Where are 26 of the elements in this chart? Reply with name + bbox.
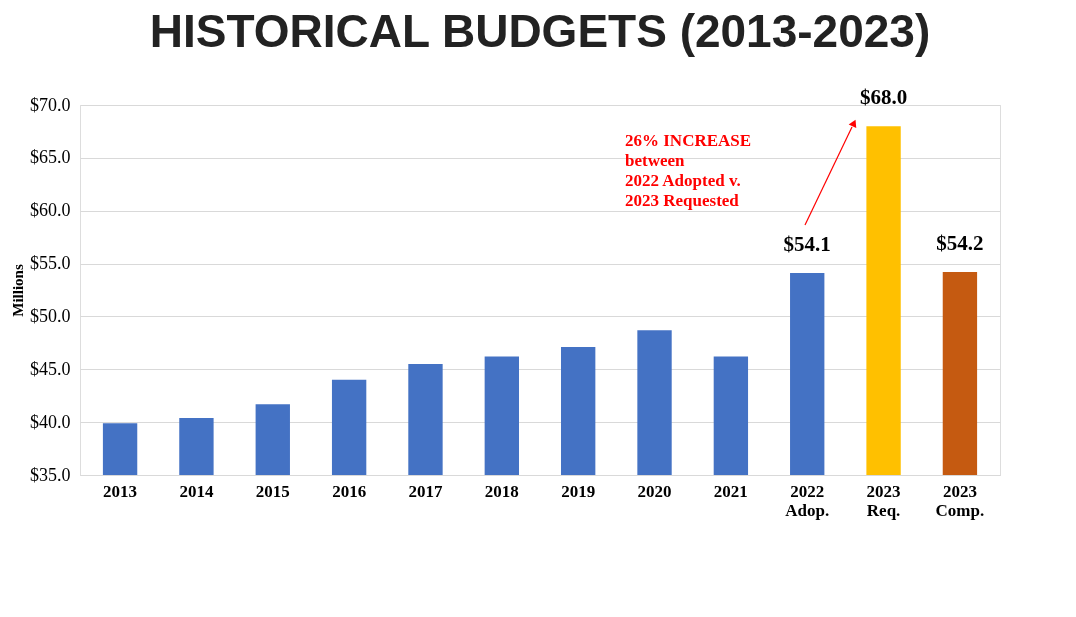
y-tick-label: $60.0 — [30, 200, 71, 221]
x-tick-label: 2022 Adop. — [785, 481, 830, 520]
x-tick-label: 2021 — [713, 481, 748, 501]
data-label: $54.2 — [936, 231, 984, 256]
x-tick-label: 2023 Req. — [866, 481, 901, 520]
data-label: $54.1 — [783, 232, 831, 257]
x-tick-label: 2019 — [561, 481, 596, 501]
x-tick-label: 2018 — [484, 481, 519, 501]
y-tick-label: $55.0 — [30, 253, 71, 274]
x-tick-label: 2016 — [332, 481, 367, 501]
y-tick-label: $65.0 — [30, 147, 71, 168]
x-tick-label: 2017 — [408, 481, 443, 501]
y-tick-label: $40.0 — [30, 411, 71, 432]
x-tick-label: 2015 — [255, 481, 290, 501]
y-tick-label: $45.0 — [30, 358, 71, 379]
x-tick-label: 2013 — [103, 481, 138, 501]
chart-title: HISTORICAL BUDGETS (2013-2023) — [149, 5, 931, 58]
x-tick-label: 2020 — [637, 481, 672, 501]
x-tick-label: 2023 Comp. — [935, 481, 985, 520]
data-label: $68.0 — [859, 85, 908, 110]
x-tick-label: 2014 — [179, 481, 214, 501]
y-tick-label: $70.0 — [30, 94, 71, 115]
y-tick-label: $50.0 — [30, 305, 71, 326]
y-tick-label: $35.0 — [30, 464, 71, 485]
y-axis-title: Millions — [10, 264, 26, 317]
annotation: 26% INCREASE between 2022 Adopted v. 2023 Requested — [625, 131, 752, 210]
